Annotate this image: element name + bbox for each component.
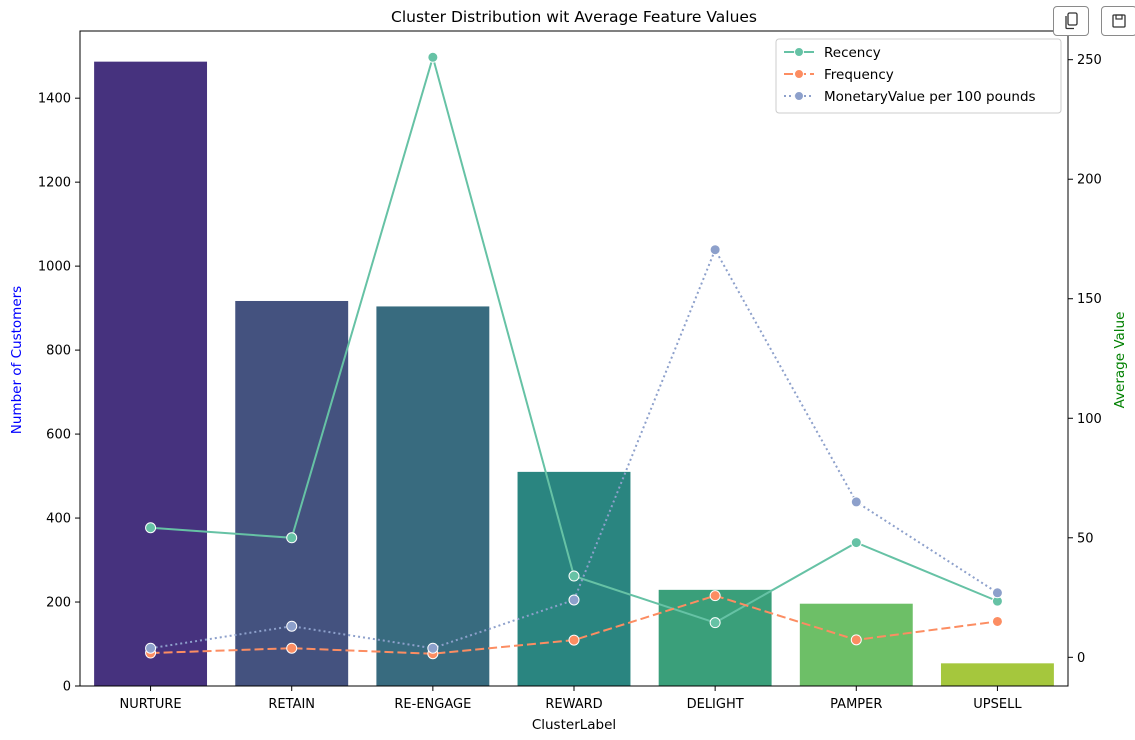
point-monetaryvalue-per-100-pounds <box>850 496 862 508</box>
x-tick-label: RE-ENGAGE <box>394 697 471 712</box>
point-recency <box>427 51 439 63</box>
y2-tick-label: 0 <box>1077 651 1085 666</box>
y2-tick-label: 200 <box>1077 173 1102 188</box>
x-tick-label: RETAIN <box>268 697 315 712</box>
point-recency <box>145 522 157 534</box>
y-tick-label: 200 <box>46 596 71 611</box>
y-tick-label: 1200 <box>38 176 71 191</box>
point-recency <box>286 532 298 544</box>
bar-re-engage <box>376 306 490 686</box>
y2-tick-label: 100 <box>1077 412 1102 427</box>
copy-button[interactable] <box>1053 6 1089 36</box>
legend-entry-label: Frequency <box>824 67 894 83</box>
point-recency <box>568 570 580 582</box>
point-frequency <box>286 642 298 654</box>
legend: Recency Frequency MonetaryValue per 100 po… <box>775 38 1062 114</box>
y-tick-label: 800 <box>46 344 71 359</box>
y2-tick-label: 50 <box>1077 531 1094 546</box>
point-frequency <box>568 634 580 646</box>
point-monetaryvalue-per-100-pounds <box>709 244 721 256</box>
point-frequency <box>709 590 721 602</box>
legend-box <box>775 38 1062 114</box>
point-monetaryvalue-per-100-pounds <box>427 642 439 654</box>
bar-upsell <box>940 663 1054 686</box>
legend-entry-label: Recency <box>824 45 881 61</box>
point-frequency <box>991 615 1003 627</box>
y-axis-label: Number of Customers <box>9 286 25 434</box>
point-monetaryvalue-per-100-pounds <box>568 594 580 606</box>
y2-tick-label: 150 <box>1077 292 1102 307</box>
copy-icon <box>1065 12 1078 30</box>
x-tick-label: DELIGHT <box>687 697 744 712</box>
x-tick-label: PAMPER <box>830 697 882 712</box>
y-tick-label: 1400 <box>38 92 71 107</box>
y2-axis-label: Average Value <box>1112 312 1128 409</box>
chart-title: Cluster Distribution wit Average Feature… <box>391 8 757 26</box>
x-tick-label: NURTURE <box>120 697 182 712</box>
y-tick-label: 1000 <box>38 260 71 275</box>
x-axis-label: ClusterLabel <box>532 717 616 733</box>
legend-entry-label: MonetaryValue per 100 pounds <box>824 89 1036 105</box>
legend-marker <box>794 69 804 79</box>
legend-marker <box>794 91 804 101</box>
legend-marker <box>794 47 804 57</box>
save-icon <box>1112 14 1126 28</box>
bar-nurture <box>94 61 208 687</box>
y-tick-label: 400 <box>46 512 71 527</box>
point-monetaryvalue-per-100-pounds <box>145 642 157 654</box>
y2-tick-label: 250 <box>1077 53 1102 68</box>
y-tick-label: 0 <box>63 680 71 695</box>
point-recency <box>850 537 862 549</box>
x-tick-label: UPSELL <box>973 697 1022 712</box>
point-monetaryvalue-per-100-pounds <box>991 587 1003 599</box>
bar-delight <box>658 589 772 686</box>
save-button[interactable] <box>1101 6 1135 36</box>
y-tick-label: 600 <box>46 428 71 443</box>
point-recency <box>709 617 721 629</box>
point-monetaryvalue-per-100-pounds <box>286 620 298 632</box>
point-frequency <box>850 634 862 646</box>
x-tick-label: REWARD <box>545 697 602 712</box>
